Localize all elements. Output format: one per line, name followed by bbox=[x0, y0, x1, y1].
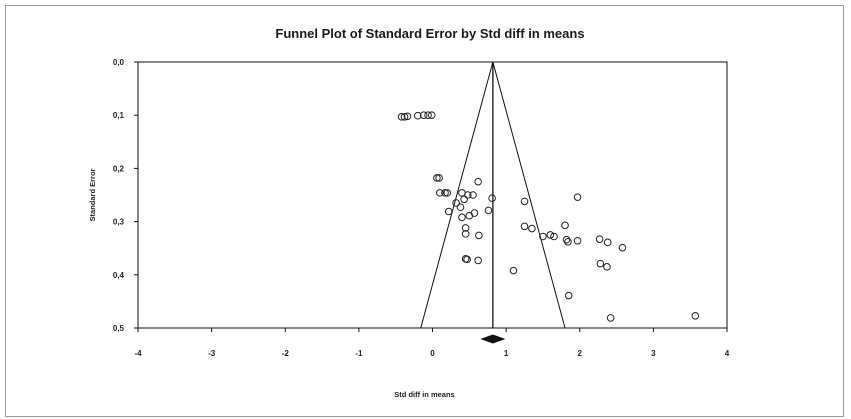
x-tick-label: -2 bbox=[282, 349, 290, 358]
x-axis-label: Std diff in means bbox=[394, 390, 454, 399]
y-tick-label: 0,4 bbox=[113, 271, 125, 280]
study-point bbox=[573, 193, 582, 201]
study-point bbox=[441, 189, 449, 197]
study-point bbox=[436, 189, 444, 197]
chart-title: Funnel Plot of Standard Error by Std dif… bbox=[275, 26, 584, 41]
study-point bbox=[509, 266, 518, 275]
y-axis: 0,0 0,1 0,2 0,3 0,4 0,5 bbox=[113, 58, 138, 333]
study-point bbox=[444, 207, 453, 216]
study-point bbox=[603, 238, 612, 247]
study-point bbox=[606, 314, 615, 322]
study-point bbox=[562, 235, 571, 244]
study-point bbox=[403, 112, 412, 121]
study-point bbox=[561, 221, 569, 230]
study-point bbox=[413, 111, 422, 120]
study-point bbox=[452, 199, 460, 207]
study-point bbox=[424, 111, 432, 119]
chart-frame bbox=[5, 5, 844, 417]
study-point bbox=[528, 224, 536, 233]
y-tick-label: 0,1 bbox=[113, 111, 125, 120]
study-point bbox=[458, 213, 466, 222]
study-point bbox=[596, 259, 605, 268]
summary-diamond bbox=[480, 334, 506, 344]
study-point bbox=[461, 230, 470, 238]
study-point bbox=[427, 111, 436, 119]
study-point bbox=[484, 206, 493, 215]
x-axis: -4 -3 -2 -1 0 1 2 3 4 bbox=[134, 328, 730, 358]
x-tick-label: -1 bbox=[355, 349, 363, 358]
x-tick-label: 2 bbox=[578, 349, 583, 358]
study-point bbox=[456, 203, 465, 212]
x-tick-label: -3 bbox=[208, 349, 216, 358]
study-point bbox=[691, 311, 700, 320]
x-tick-label: 4 bbox=[725, 349, 730, 358]
y-tick-label: 0,5 bbox=[113, 324, 125, 333]
y-tick-label: 0,0 bbox=[113, 58, 125, 67]
study-point bbox=[464, 191, 472, 199]
study-point bbox=[460, 195, 468, 204]
y-axis-label: Standard Error bbox=[88, 168, 97, 221]
study-point bbox=[550, 232, 558, 241]
x-tick-label: 3 bbox=[651, 349, 656, 358]
study-point bbox=[469, 191, 477, 199]
study-points bbox=[397, 111, 700, 322]
funnel-left-boundary bbox=[420, 61, 494, 329]
funnel-right-boundary bbox=[492, 61, 566, 329]
study-point bbox=[603, 263, 611, 271]
study-point bbox=[433, 174, 441, 182]
study-point bbox=[461, 224, 470, 232]
study-point bbox=[435, 174, 443, 182]
study-point bbox=[564, 291, 573, 300]
study-point bbox=[595, 235, 604, 243]
study-point bbox=[470, 209, 479, 217]
plot-area bbox=[137, 61, 728, 329]
study-point bbox=[539, 232, 547, 241]
study-point bbox=[400, 112, 409, 121]
study-point bbox=[520, 197, 529, 206]
study-point bbox=[564, 238, 572, 246]
study-point bbox=[397, 112, 406, 121]
x-tick-label: 0 bbox=[430, 349, 435, 358]
study-point bbox=[474, 177, 482, 186]
study-point bbox=[520, 222, 529, 231]
study-point bbox=[463, 255, 471, 264]
study-point bbox=[419, 111, 428, 119]
y-tick-label: 0,3 bbox=[113, 218, 125, 227]
study-point bbox=[474, 256, 482, 265]
x-tick-label: -4 bbox=[134, 349, 142, 358]
y-tick-label: 0,2 bbox=[113, 164, 125, 173]
study-point bbox=[618, 243, 627, 252]
study-point bbox=[443, 189, 452, 197]
study-point bbox=[546, 231, 555, 239]
study-point bbox=[488, 194, 496, 202]
study-point bbox=[475, 231, 483, 240]
x-tick-label: 1 bbox=[504, 349, 509, 358]
study-point bbox=[573, 236, 582, 245]
